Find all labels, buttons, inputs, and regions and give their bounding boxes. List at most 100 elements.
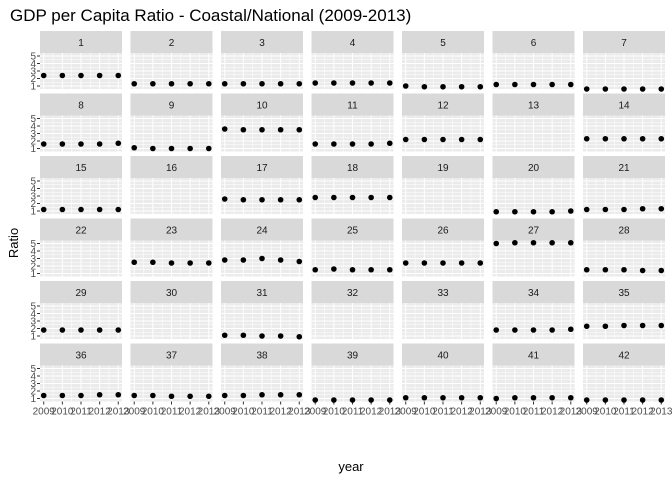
data-point [168, 393, 175, 400]
x-tick-label: 2009 [33, 407, 56, 418]
facet-strip-label: 13 [528, 101, 540, 112]
facet-panel-4: 4 [311, 31, 394, 89]
y-tick-label: 5 [30, 52, 36, 63]
facet-panel-20: 20 [492, 156, 575, 215]
y-tick-label: 3 [30, 129, 36, 140]
y-tick-label: 5 [30, 114, 36, 125]
data-point [150, 80, 156, 87]
facet-panel-31: 31 [221, 281, 303, 340]
data-point [331, 194, 337, 201]
data-point [368, 266, 374, 273]
facet-strip-label: 36 [75, 351, 87, 362]
data-point [512, 208, 518, 215]
data-point [150, 392, 156, 399]
data-point [512, 81, 518, 88]
data-point [115, 206, 122, 213]
data-point [59, 72, 66, 79]
data-point [205, 80, 212, 87]
facet-strip [221, 218, 303, 241]
data-point [349, 266, 356, 273]
data-point [331, 141, 337, 147]
data-point [349, 397, 356, 403]
y-tick-label: 5 [30, 302, 36, 313]
chart-title: GDP per Capita Ratio - Coastal/National … [10, 6, 411, 25]
data-point [78, 72, 84, 79]
data-point [440, 83, 446, 90]
facet-strip-label: 39 [347, 351, 359, 362]
data-point [639, 205, 646, 212]
data-point [40, 141, 47, 147]
x-tick-label: 2012 [360, 407, 383, 418]
facet-strip [130, 218, 213, 241]
facet-strip-label: 41 [528, 351, 540, 362]
data-point [331, 397, 337, 403]
x-tick-label: 2012 [541, 407, 564, 418]
x-tick-label: 2010 [323, 407, 346, 418]
data-point [402, 260, 409, 266]
data-point [115, 72, 122, 79]
data-point [583, 135, 590, 142]
data-point [168, 260, 175, 266]
data-point [187, 80, 193, 87]
data-point [240, 257, 247, 263]
data-point [296, 258, 303, 265]
y-tick-label: 4 [30, 309, 36, 320]
facet-strip-label: 20 [528, 163, 540, 174]
facet-panel-16: 16 [130, 156, 213, 214]
facet-strip [311, 31, 394, 53]
data-point [567, 394, 574, 401]
facet-strip-label: 10 [256, 101, 268, 112]
x-tick-label: 2011 [613, 407, 635, 418]
data-point [402, 83, 409, 89]
data-point [368, 80, 374, 86]
facet-strip-label: 15 [75, 163, 87, 174]
data-point [221, 196, 228, 202]
data-point [602, 397, 609, 403]
data-point [493, 240, 500, 247]
x-tick-label: 2009 [214, 407, 237, 418]
x-tick-label: 2010 [594, 407, 617, 418]
data-point [602, 206, 609, 213]
data-point [567, 81, 574, 88]
data-point [658, 135, 665, 142]
x-tick-label: 2013 [650, 407, 672, 418]
facet-panel-35: 35 [583, 281, 665, 339]
data-point [621, 322, 627, 329]
y-tick-label: 2 [30, 74, 36, 85]
data-point [331, 80, 337, 86]
data-point [458, 136, 465, 143]
data-point [512, 394, 518, 401]
facet-strip-label: 12 [437, 101, 449, 112]
facet-strip [311, 156, 394, 178]
facet-strip [583, 156, 665, 178]
x-tick-label: 2012 [179, 407, 202, 418]
facet-strip-label: 34 [528, 288, 540, 299]
facet-strip [311, 343, 394, 366]
data-point [639, 397, 646, 403]
data-point [205, 260, 212, 266]
facet-strip-label: 28 [618, 226, 630, 237]
facet-strip [130, 343, 213, 366]
data-point [621, 397, 627, 403]
y-tick-label: 5 [30, 364, 36, 375]
data-point [259, 333, 265, 339]
data-point [512, 239, 518, 246]
data-point [78, 206, 84, 213]
facet-strip-label: 24 [256, 226, 268, 237]
data-point [530, 327, 537, 333]
data-point [493, 81, 500, 88]
y-tick-label: 4 [30, 372, 36, 383]
data-point [477, 83, 484, 90]
facet-strip [402, 343, 484, 366]
facet-strip-label: 29 [75, 288, 87, 299]
data-point [421, 136, 428, 143]
y-tick-label: 4 [30, 247, 36, 258]
x-tick-label: 2009 [485, 407, 508, 418]
facet-strip [583, 343, 665, 366]
data-point [458, 260, 465, 266]
data-point [312, 80, 319, 86]
